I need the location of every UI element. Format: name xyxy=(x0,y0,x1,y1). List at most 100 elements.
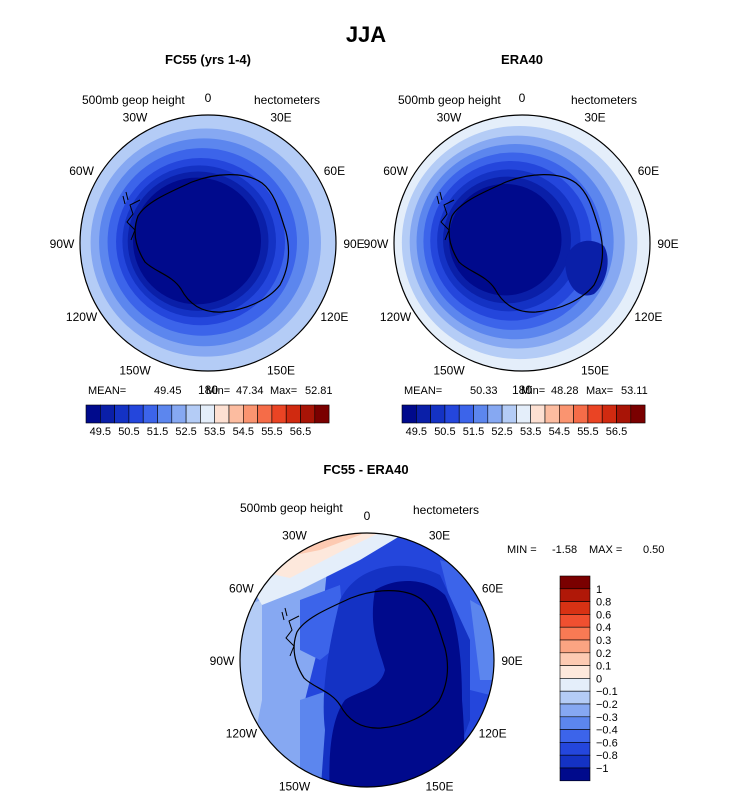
lon-label: 180 xyxy=(198,383,218,397)
lon-label: 30W xyxy=(123,111,148,125)
colorbar-swatch xyxy=(601,404,617,424)
colorbar-swatch xyxy=(458,404,474,424)
colorbar-swatch xyxy=(401,404,417,424)
lon-label: 150W xyxy=(119,363,151,377)
max-value: 53.11 xyxy=(621,385,648,397)
mean-value: 50.33 xyxy=(470,385,498,397)
units-label: hectometers xyxy=(413,503,479,517)
colorbar-swatch xyxy=(157,404,173,424)
colorbar-swatch xyxy=(559,639,591,654)
variable-label: 500mb geop height xyxy=(82,93,185,107)
min-lobe xyxy=(565,240,608,296)
colorbar-swatch xyxy=(85,404,101,424)
colorbar-swatch xyxy=(559,665,591,679)
colorbar-swatch xyxy=(587,404,603,424)
colorbar-swatch xyxy=(142,404,158,424)
coastline-antarctica xyxy=(436,174,604,313)
min-label: MIN = xyxy=(507,544,537,556)
colorbar-swatch xyxy=(200,404,215,424)
colorbar-swatch xyxy=(444,404,460,424)
stats-line: MEAN= 50.33 Min= 48.28 Max= 53.11 xyxy=(404,385,648,397)
min-value: 48.28 xyxy=(551,385,579,397)
colorbar-swatch xyxy=(559,716,591,730)
lon-label: 90E xyxy=(343,237,364,251)
colorbar-swatch xyxy=(285,404,301,424)
colorbar-swatch xyxy=(630,404,646,424)
lon-label: 60E xyxy=(324,164,345,178)
colorbar-swatch xyxy=(516,404,532,424)
colorbar-swatch xyxy=(559,690,591,705)
panel-difference: FC55 - ERA40 500mb geop height hectomete… xyxy=(210,462,665,794)
colorbar-swatch xyxy=(559,614,591,628)
colorbar-swatch xyxy=(473,404,489,424)
variable-label: 500mb geop height xyxy=(398,93,501,107)
panel-era40: ERA40 500mb geop height hectometers 0 30E… xyxy=(364,52,679,438)
map-border xyxy=(393,114,651,372)
min-label: Min= xyxy=(206,385,230,397)
lon-label: 60W xyxy=(383,164,408,178)
stats-line: MIN = -1.58 MAX = 0.50 xyxy=(507,544,664,556)
lon-label: 0 xyxy=(364,509,371,523)
lon-label: 150W xyxy=(279,780,311,794)
colorbar-swatch xyxy=(214,404,230,424)
colorbar-swatch xyxy=(100,404,115,424)
lon-label: 60W xyxy=(229,582,254,596)
max-label: Max= xyxy=(586,385,613,397)
colorbar-swatch xyxy=(559,575,591,590)
min-value: -1.58 xyxy=(552,544,577,556)
colorbar: 49.5 50.5 51.5 52.5 53.5 54.5 55.5 56.5 xyxy=(401,404,646,438)
colorbar-swatch xyxy=(573,404,589,424)
lon-label: 150E xyxy=(267,363,295,377)
lon-label: 30E xyxy=(584,111,605,125)
colorbar-tick-label: 54.5 xyxy=(549,426,570,438)
colorbar-tick-label: 53.5 xyxy=(204,426,225,438)
colorbar-swatch xyxy=(271,404,287,424)
colorbar-swatch xyxy=(243,404,258,424)
colorbar-swatch xyxy=(559,601,591,615)
min-value: 47.34 xyxy=(236,385,264,397)
mean-label: MEAN= xyxy=(404,385,442,397)
colorbar-swatch xyxy=(430,404,446,424)
colorbar-swatch xyxy=(487,404,503,424)
colorbar-swatch xyxy=(559,742,591,756)
colorbar-tick-label: 55.5 xyxy=(261,426,282,438)
colorbar-tick-label: 0 xyxy=(596,673,602,685)
lon-label: 30E xyxy=(429,528,450,542)
lon-label: 60W xyxy=(69,164,94,178)
colorbar-tick-label: 0.3 xyxy=(596,635,611,647)
colorbar-tick-label: 49.5 xyxy=(90,426,111,438)
lon-label: 60E xyxy=(638,164,659,178)
lon-label: 150E xyxy=(425,780,453,794)
colorbar-swatch xyxy=(558,404,574,424)
mean-label: MEAN= xyxy=(88,385,126,397)
colorbar-tick-label: 0.1 xyxy=(596,661,611,673)
colorbar-swatch xyxy=(559,588,591,602)
panel-title: FC55 - ERA40 xyxy=(323,462,408,477)
colorbar-swatch xyxy=(559,626,591,641)
colorbar-swatch xyxy=(128,404,144,424)
max-value: 0.50 xyxy=(643,544,664,556)
colorbar-tick-label: −0.3 xyxy=(596,712,618,724)
variable-label: 500mb geop height xyxy=(240,501,343,515)
colorbar-swatch xyxy=(257,404,273,424)
max-value: 52.81 xyxy=(305,385,333,397)
colorbar: 49.5 50.5 51.5 52.5 53.5 54.5 55.5 56.5 xyxy=(85,404,330,438)
map-border xyxy=(239,532,495,788)
colorbar-tick-label: 0.4 xyxy=(596,622,611,634)
contour-band xyxy=(133,177,261,305)
colorbar-tick-label: 51.5 xyxy=(463,426,484,438)
page-title: JJA xyxy=(346,22,386,47)
lon-label: 120W xyxy=(380,310,412,324)
lon-label: 120E xyxy=(479,727,507,741)
colorbar-tick-label: 54.5 xyxy=(233,426,254,438)
lon-label: 60E xyxy=(482,582,503,596)
colorbar-swatch xyxy=(559,652,591,666)
lon-label: 120E xyxy=(634,310,662,324)
panel-title: ERA40 xyxy=(501,52,543,67)
mean-value: 49.45 xyxy=(154,385,182,397)
colorbar-tick-label: 51.5 xyxy=(147,426,168,438)
min-label: Min= xyxy=(521,385,545,397)
contour-field xyxy=(240,533,494,787)
colorbar-tick-label: 1 xyxy=(596,584,602,596)
